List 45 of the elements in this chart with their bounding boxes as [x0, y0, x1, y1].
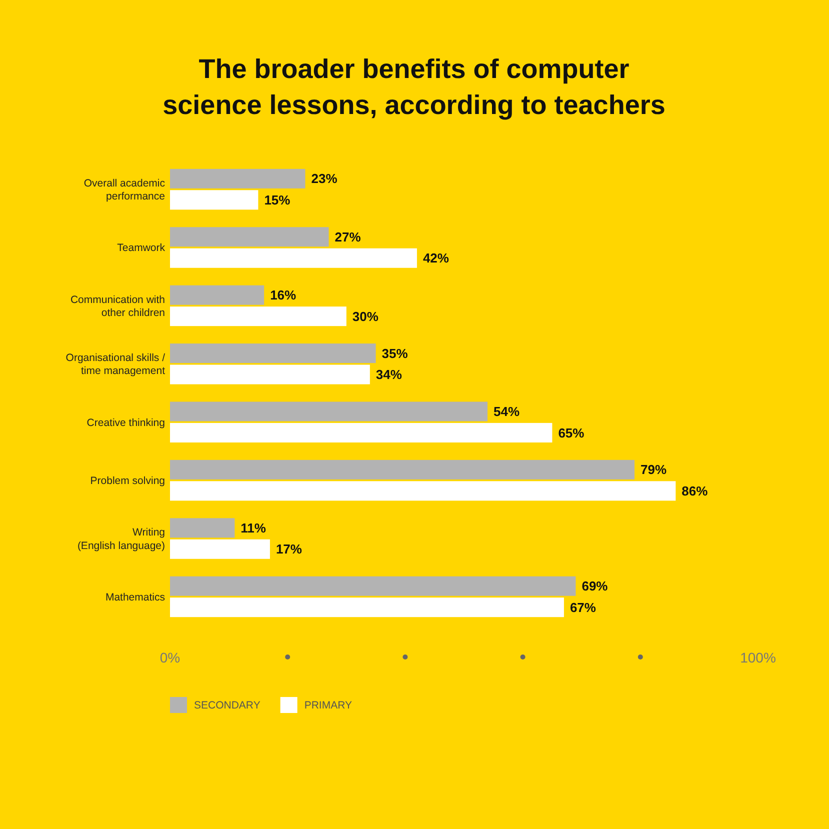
bar	[170, 481, 676, 501]
bar	[170, 190, 258, 210]
x-tick-label: 100%	[740, 649, 776, 666]
y-tick-label: Communication with other children	[70, 294, 166, 319]
data-label: 27%	[334, 229, 362, 244]
bar	[170, 248, 417, 268]
y-tick-label: Creative thinking	[86, 416, 166, 429]
data-label: 11%	[240, 520, 266, 536]
bar	[170, 598, 564, 618]
bar	[170, 364, 370, 384]
bar	[170, 402, 488, 422]
y-tick-label: Problem solving	[90, 474, 166, 487]
bar	[170, 518, 235, 538]
bar	[170, 576, 576, 596]
bar	[170, 168, 306, 188]
data-label: 86%	[682, 483, 708, 498]
y-tick-label: Organisational skills / time management	[66, 352, 166, 378]
data-label: 42%	[422, 250, 450, 266]
bar	[170, 306, 346, 326]
bar	[170, 422, 552, 442]
bar	[170, 227, 329, 247]
data-label: 15%	[264, 192, 291, 208]
chart-title: The broader benefits of computer science lessons, according to teachers	[162, 54, 666, 120]
data-label: 16%	[270, 288, 297, 303]
bar	[170, 285, 264, 305]
bar	[170, 460, 635, 480]
data-label: 35%	[382, 346, 408, 361]
bar	[170, 539, 270, 559]
bar	[170, 344, 376, 364]
data-label: 69%	[582, 578, 608, 594]
data-label: 30%	[352, 308, 379, 324]
x-tick-label: 0%	[160, 649, 180, 666]
data-label: 65%	[558, 425, 585, 440]
data-label: 67%	[570, 600, 596, 615]
data-label: 34%	[376, 367, 402, 382]
y-tick-label: Overall academic performance	[84, 177, 166, 203]
data-label: 79%	[640, 462, 667, 478]
data-label: 23%	[311, 171, 338, 186]
y-tick-label: Mathematics	[105, 591, 165, 604]
y-tick-label: Teamwork	[117, 242, 166, 254]
legend-label: PRIMARY	[304, 700, 352, 712]
y-tick-label: Writing (English language)	[77, 526, 166, 552]
legend-label: SECONDARY	[194, 700, 260, 712]
data-label: 17%	[276, 542, 302, 557]
data-label: 54%	[494, 404, 520, 420]
